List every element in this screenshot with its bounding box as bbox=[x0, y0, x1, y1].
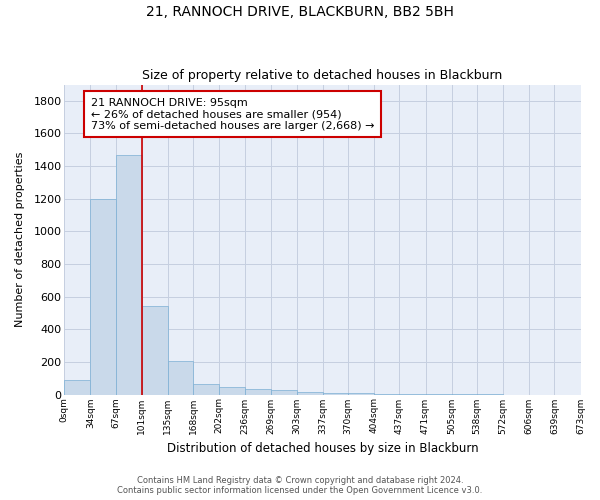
Bar bbox=[323, 393, 348, 394]
Bar bbox=[271, 390, 296, 394]
Bar bbox=[219, 387, 245, 394]
Bar bbox=[142, 306, 168, 394]
Text: Contains HM Land Registry data © Crown copyright and database right 2024.
Contai: Contains HM Land Registry data © Crown c… bbox=[118, 476, 482, 495]
Bar bbox=[296, 392, 323, 394]
Bar bbox=[168, 361, 193, 394]
X-axis label: Distribution of detached houses by size in Blackburn: Distribution of detached houses by size … bbox=[167, 442, 478, 455]
Text: 21, RANNOCH DRIVE, BLACKBURN, BB2 5BH: 21, RANNOCH DRIVE, BLACKBURN, BB2 5BH bbox=[146, 5, 454, 19]
Bar bbox=[348, 393, 374, 394]
Bar bbox=[64, 380, 91, 394]
Text: 21 RANNOCH DRIVE: 95sqm
← 26% of detached houses are smaller (954)
73% of semi-d: 21 RANNOCH DRIVE: 95sqm ← 26% of detache… bbox=[91, 98, 374, 131]
Title: Size of property relative to detached houses in Blackburn: Size of property relative to detached ho… bbox=[142, 69, 502, 82]
Bar bbox=[91, 199, 116, 394]
Bar bbox=[193, 384, 219, 394]
Y-axis label: Number of detached properties: Number of detached properties bbox=[15, 152, 25, 327]
Bar bbox=[116, 154, 142, 394]
Bar bbox=[245, 388, 271, 394]
